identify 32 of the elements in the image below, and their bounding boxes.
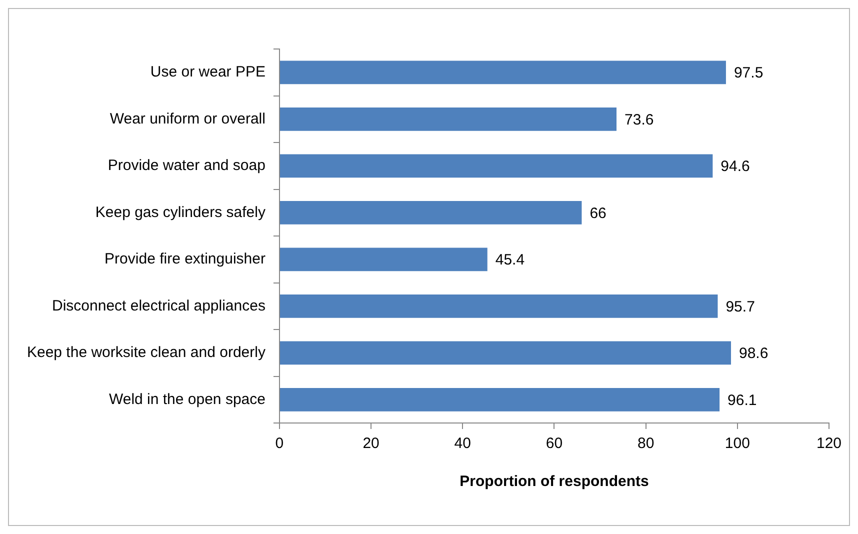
x-tick-label: 0 [275, 435, 284, 452]
y-tick-label: Disconnect electrical appliances [52, 297, 266, 314]
y-tick-label: Provide fire extinguisher [104, 250, 266, 268]
bar [280, 341, 731, 365]
x-tick-label: 100 [724, 435, 750, 452]
data-label: 97.5 [734, 64, 764, 82]
data-label: 96.1 [728, 392, 757, 409]
bar [280, 388, 720, 412]
data-label: 45.4 [495, 252, 525, 269]
bar [280, 200, 582, 224]
y-tick-label: Use or wear PPE [150, 64, 266, 81]
y-tick-label: Wear uniform or overall [110, 110, 266, 128]
data-label: 98.6 [739, 345, 768, 362]
x-tick-label: 20 [362, 435, 380, 452]
data-label: 94.6 [720, 158, 750, 176]
x-axis-title: Proportion of respondents [460, 473, 649, 490]
data-label: 95.7 [726, 298, 755, 316]
y-tick-label: Provide water and soap [108, 157, 266, 174]
x-tick-label: 120 [816, 435, 842, 452]
x-tick-label: 80 [637, 435, 654, 452]
bar [280, 107, 617, 131]
data-label: 73.6 [624, 111, 654, 128]
x-tick-label: 40 [454, 435, 471, 452]
x-tick-label: 60 [546, 435, 563, 452]
y-tick-label: Weld in the open space [108, 390, 266, 408]
bar [280, 154, 713, 178]
y-tick-label: Keep gas cylinders safely [95, 204, 266, 221]
bar [280, 60, 726, 84]
bar [280, 294, 718, 318]
data-label: 66 [590, 204, 606, 222]
bar [280, 248, 488, 272]
y-tick-label: Keep the worksite clean and orderly [26, 344, 266, 362]
